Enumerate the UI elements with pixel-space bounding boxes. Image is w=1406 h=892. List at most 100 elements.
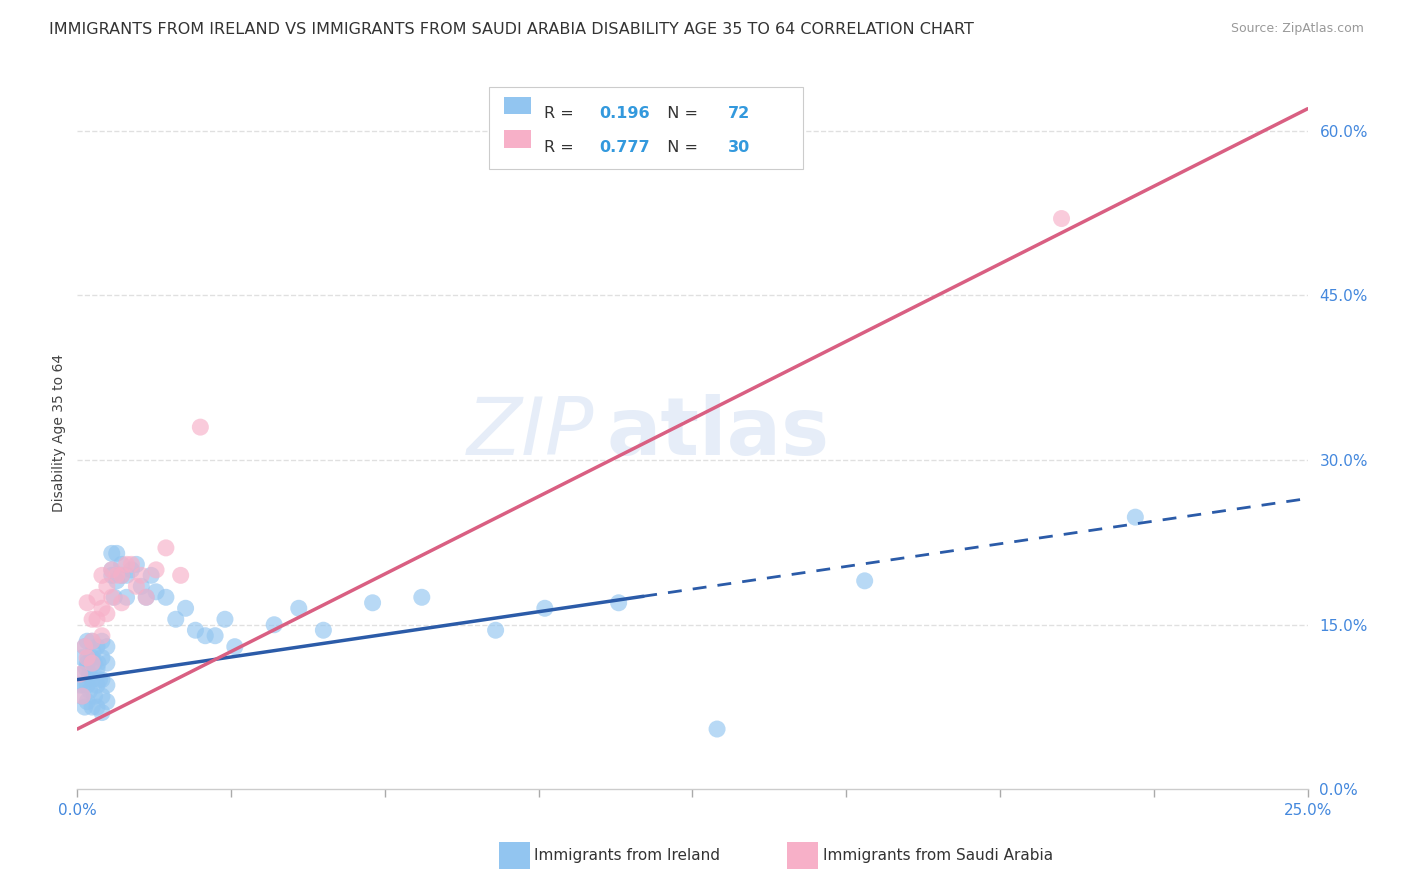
Text: R =: R = <box>544 140 578 154</box>
Text: N =: N = <box>657 106 703 121</box>
Point <box>76 656 98 670</box>
Point <box>105 546 128 560</box>
Point <box>76 650 98 665</box>
Point <box>115 558 138 572</box>
Point <box>89 673 111 687</box>
Point <box>184 624 207 638</box>
Point <box>96 656 118 670</box>
Text: 0.777: 0.777 <box>599 140 650 154</box>
Point <box>145 563 167 577</box>
Point <box>263 617 285 632</box>
Text: atlas: atlas <box>606 393 830 472</box>
Text: R =: R = <box>544 106 578 121</box>
Point <box>111 558 132 572</box>
Point <box>853 574 876 588</box>
Point <box>101 546 124 560</box>
Point <box>111 596 132 610</box>
Point <box>121 558 143 572</box>
Point <box>70 667 93 681</box>
FancyBboxPatch shape <box>505 130 531 148</box>
Point <box>125 579 148 593</box>
Point <box>534 601 557 615</box>
Point <box>204 629 226 643</box>
Point <box>82 634 104 648</box>
Point <box>70 689 93 703</box>
Point <box>86 662 108 676</box>
FancyBboxPatch shape <box>505 96 531 114</box>
Point <box>101 591 124 605</box>
Point <box>105 574 128 588</box>
Point <box>69 667 91 681</box>
Point <box>607 596 630 610</box>
Point <box>96 579 118 593</box>
Point <box>90 650 114 665</box>
Point <box>115 591 138 605</box>
Text: Immigrants from Ireland: Immigrants from Ireland <box>534 848 720 863</box>
Point <box>155 591 177 605</box>
Point <box>165 612 187 626</box>
Point <box>145 584 167 599</box>
Y-axis label: Disability Age 35 to 64: Disability Age 35 to 64 <box>52 353 66 512</box>
Point <box>170 568 193 582</box>
Point <box>411 591 433 605</box>
Point <box>82 700 104 714</box>
Point <box>131 568 153 582</box>
Point <box>174 601 197 615</box>
Point <box>96 607 118 621</box>
Point <box>79 667 101 681</box>
Point <box>90 634 114 648</box>
Point <box>72 678 94 692</box>
Text: 72: 72 <box>728 106 751 121</box>
Point <box>90 601 114 615</box>
Text: IMMIGRANTS FROM IRELAND VS IMMIGRANTS FROM SAUDI ARABIA DISABILITY AGE 35 TO 64 : IMMIGRANTS FROM IRELAND VS IMMIGRANTS FR… <box>49 22 974 37</box>
Point <box>111 568 132 582</box>
Point <box>86 591 108 605</box>
Point <box>1050 211 1073 226</box>
Point <box>214 612 236 626</box>
Point <box>73 640 96 654</box>
Point <box>77 650 100 665</box>
Point <box>1125 510 1147 524</box>
Point <box>76 678 98 692</box>
Point <box>121 563 143 577</box>
Text: Immigrants from Saudi Arabia: Immigrants from Saudi Arabia <box>823 848 1053 863</box>
Point <box>103 591 125 605</box>
Text: 30: 30 <box>728 140 751 154</box>
Text: N =: N = <box>657 140 703 154</box>
Point <box>288 601 311 615</box>
Point <box>706 722 728 736</box>
Point <box>83 689 105 703</box>
Text: 0.196: 0.196 <box>599 106 650 121</box>
Point <box>86 700 108 714</box>
Point <box>312 624 335 638</box>
FancyBboxPatch shape <box>489 87 803 169</box>
Point <box>90 568 114 582</box>
Point <box>86 640 108 654</box>
Point <box>82 673 104 687</box>
Point <box>135 591 157 605</box>
Point <box>70 689 93 703</box>
Text: ZIP: ZIP <box>467 393 595 472</box>
Point <box>76 634 98 648</box>
Point <box>101 568 124 582</box>
Point <box>73 700 96 714</box>
Point <box>96 678 118 692</box>
Point <box>75 662 97 676</box>
Point <box>155 541 177 555</box>
Point <box>76 695 98 709</box>
Point <box>224 640 246 654</box>
Point <box>101 563 124 577</box>
Point <box>79 683 101 698</box>
Point <box>90 706 114 720</box>
Point <box>131 579 153 593</box>
Point <box>90 689 114 703</box>
Point <box>105 568 128 582</box>
Point <box>194 629 217 643</box>
Point <box>125 558 148 572</box>
Point <box>141 568 163 582</box>
Point <box>70 650 93 665</box>
Point <box>361 596 384 610</box>
Point <box>82 650 104 665</box>
Point <box>90 629 114 643</box>
Point <box>82 656 104 670</box>
